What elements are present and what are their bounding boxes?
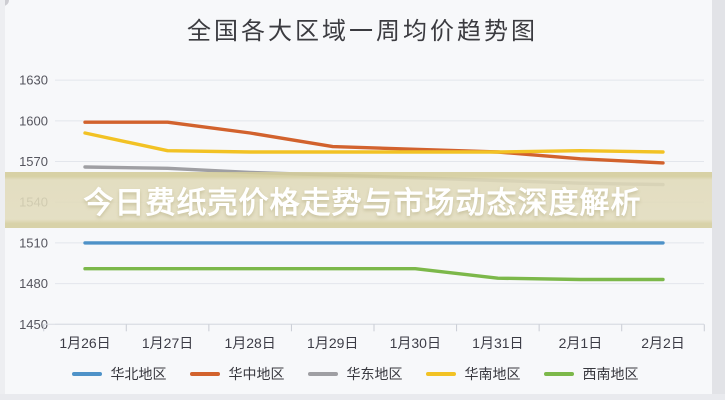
legend-item-华中地区: 华中地区 (189, 364, 285, 384)
chart-title: 全国各大区域一周均价趋势图 (187, 19, 538, 45)
y-tick-label: 1480 (19, 276, 48, 291)
y-tick-label: 1450 (19, 317, 48, 332)
legend-swatch (307, 372, 338, 376)
y-tick-label: 1510 (19, 235, 48, 250)
legend-label: 华南地区 (464, 366, 521, 382)
headline-banner-text: 今日费纸壳价格走势与市场动态深度解析 (83, 187, 642, 220)
x-tick-label: 1月31日 (472, 335, 523, 351)
legend-label: 华东地区 (346, 366, 403, 382)
series-line-华南地区 (83, 131, 665, 154)
x-tick-label: 2月2日 (641, 335, 685, 351)
x-tick-label: 2月1日 (559, 335, 603, 351)
legend-swatch (425, 372, 456, 376)
legend-swatch (71, 372, 102, 376)
legend-item-西南地区: 西南地区 (543, 364, 639, 384)
y-tick-label: 1600 (19, 113, 48, 128)
x-tick-label: 1月29日 (307, 335, 358, 351)
legend-swatch (543, 372, 574, 376)
series-line-华中地区 (83, 120, 665, 165)
legend-label: 西南地区 (582, 366, 639, 382)
chart-legend: 华北地区 华中地区 华东地区 华南地区 西南地区 (0, 361, 710, 387)
x-tick-label: 1月27日 (142, 335, 193, 351)
legend-item-华北地区: 华北地区 (71, 364, 167, 384)
legend-label: 华北地区 (110, 366, 167, 382)
x-tick-label: 1月26日 (59, 335, 110, 351)
x-tick-label: 1月28日 (224, 335, 275, 351)
legend-item-华东地区: 华东地区 (307, 364, 403, 384)
legend-swatch (189, 372, 220, 376)
page-edge-right (712, 0, 725, 400)
legend-item-华南地区: 华南地区 (425, 364, 521, 384)
y-tick-label: 1630 (19, 73, 48, 88)
x-tick-label: 1月30日 (390, 335, 441, 351)
page-edge-left (0, 0, 5, 400)
series-line-西南地区 (83, 267, 665, 282)
headline-banner: 今日费纸壳价格走势与市场动态深度解析 (0, 172, 725, 228)
y-tick-label: 1570 (19, 154, 48, 169)
legend-label: 华中地区 (228, 366, 285, 382)
page-edge-bottom (0, 394, 725, 400)
